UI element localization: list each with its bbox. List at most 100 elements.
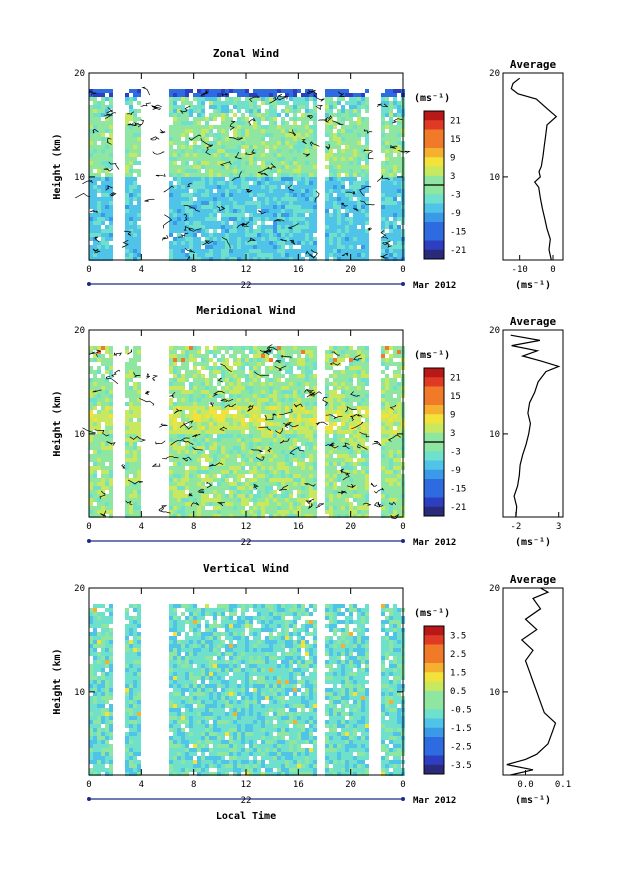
heatmap-cell — [245, 133, 249, 137]
heatmap-cell — [137, 462, 141, 466]
heatmap-cell — [205, 213, 209, 217]
contour-line — [144, 198, 155, 202]
heatmap-cell — [325, 209, 329, 213]
heatmap-cell — [225, 434, 229, 438]
heatmap-cell — [293, 514, 297, 518]
heatmap-cell — [309, 177, 313, 181]
heatmap-cell — [97, 346, 101, 350]
heatmap-cell — [313, 486, 317, 490]
heatmap-cell — [345, 129, 349, 133]
heatmap-cell — [125, 502, 129, 506]
heatmap-cell — [289, 462, 293, 466]
heatmap-cell — [101, 169, 105, 173]
heatmap-cell — [281, 482, 285, 486]
heatmap-cell — [221, 133, 225, 137]
heatmap-cell — [249, 109, 253, 113]
heatmap-cell — [265, 358, 269, 362]
heatmap-cell — [105, 173, 109, 177]
heatmap-cell — [341, 237, 345, 241]
heatmap-cell — [177, 245, 181, 249]
heatmap-cell — [361, 133, 365, 137]
heatmap-cell — [105, 414, 109, 418]
heatmap-cell — [257, 390, 261, 394]
heatmap-cell — [273, 510, 277, 514]
heatmap-cell — [229, 414, 233, 418]
heatmap-cell — [277, 514, 281, 518]
heatmap-cell — [293, 141, 297, 145]
heatmap-cell — [217, 350, 221, 354]
heatmap-cell — [233, 193, 237, 197]
heatmap-cell — [249, 458, 253, 462]
heatmap-cell — [289, 97, 293, 101]
heatmap-cell — [177, 366, 181, 370]
heatmap-cell — [133, 510, 137, 514]
heatmap-cell — [289, 358, 293, 362]
heatmap-cell — [177, 422, 181, 426]
heatmap-cell — [261, 125, 265, 129]
heatmap-cell — [277, 217, 281, 221]
heatmap-cell — [265, 374, 269, 378]
heatmap-cell — [97, 394, 101, 398]
heatmap-cell — [177, 253, 181, 257]
heatmap-cell — [265, 225, 269, 229]
heatmap-cell — [345, 221, 349, 225]
heatmap-cell — [261, 410, 265, 414]
heatmap-cell — [217, 221, 221, 225]
heatmap-cell — [261, 490, 265, 494]
heatmap-cell — [325, 237, 329, 241]
heatmap-cell — [169, 201, 173, 205]
heatmap-cell — [265, 486, 269, 490]
heatmap-cell — [293, 153, 297, 157]
heatmap-cell — [193, 466, 197, 470]
contour-line — [133, 121, 142, 126]
heatmap-cell — [349, 478, 353, 482]
heatmap-cell — [357, 346, 361, 350]
colorbar-tick: -9 — [450, 209, 461, 219]
heatmap-cell — [349, 370, 353, 374]
heatmap-cell — [389, 209, 393, 213]
heatmap-cell — [253, 506, 257, 510]
heatmap-cell — [309, 153, 313, 157]
contour-line — [249, 95, 261, 103]
heatmap-cell — [381, 217, 385, 221]
heatmap-cell — [197, 346, 201, 350]
heatmap-cell — [177, 430, 181, 434]
heatmap-cell — [293, 145, 297, 149]
heatmap-cell — [213, 193, 217, 197]
heatmap-cell — [381, 193, 385, 197]
heatmap-cell — [265, 141, 269, 145]
heatmap-cell — [349, 402, 353, 406]
heatmap-cell — [337, 486, 341, 490]
contour-line — [324, 114, 332, 122]
heatmap-cell — [241, 398, 245, 402]
heatmap-cell — [313, 217, 317, 221]
heatmap-cell — [181, 414, 185, 418]
heatmap-cell — [105, 362, 109, 366]
heatmap-cell — [261, 141, 265, 145]
heatmap-cell — [301, 121, 305, 125]
heatmap-cell — [185, 173, 189, 177]
heatmap-cell — [265, 125, 269, 129]
heatmap-cell — [197, 93, 201, 97]
heatmap-cell — [221, 109, 225, 113]
heatmap-cell — [137, 490, 141, 494]
heatmap-cell — [337, 450, 341, 454]
heatmap-cell — [293, 173, 297, 177]
heatmap-cell — [313, 514, 317, 518]
heatmap-cell — [345, 137, 349, 141]
heatmap-cell — [213, 141, 217, 145]
heatmap-cell — [177, 241, 181, 245]
heatmap-cell — [281, 237, 285, 241]
heatmap-cell — [189, 454, 193, 458]
heatmap-cell — [353, 185, 357, 189]
heatmap-cell — [257, 406, 261, 410]
heatmap-cell — [125, 498, 129, 502]
heatmap-cell — [101, 253, 105, 257]
heatmap-cell — [105, 181, 109, 185]
heatmap-cell — [289, 494, 293, 498]
heatmap-cell — [257, 474, 261, 478]
heatmap-cell — [125, 225, 129, 229]
heatmap-cell — [225, 145, 229, 149]
heatmap-cell — [329, 113, 333, 117]
heatmap-cell — [301, 350, 305, 354]
